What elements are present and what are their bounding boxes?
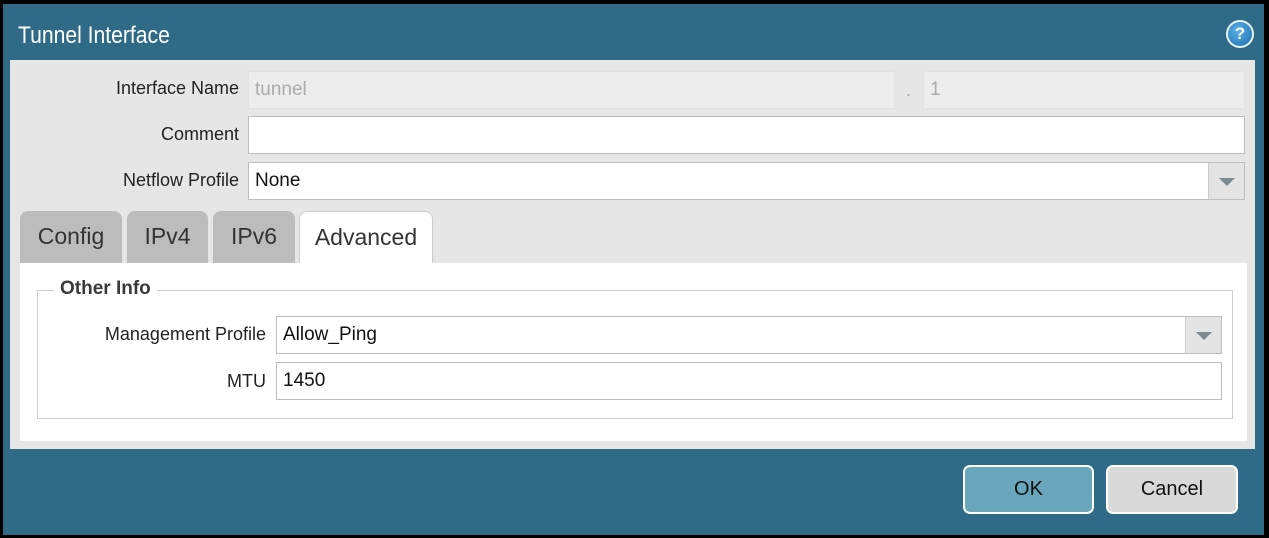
- management-profile-select[interactable]: Allow_Ping: [276, 316, 1222, 354]
- mtu-input[interactable]: 1450: [276, 362, 1222, 400]
- management-profile-label: Management Profile: [104, 324, 266, 344]
- tab-config[interactable]: Config: [20, 211, 122, 263]
- netflow-profile-label: Netflow Profile: [122, 170, 239, 190]
- dialog-body: Interface Name tunnel . 1 Comment Netflo…: [10, 60, 1255, 449]
- tab-ipv4[interactable]: IPv4: [127, 211, 208, 263]
- interface-name-label: Interface Name: [115, 78, 239, 98]
- interface-suffix-input[interactable]: 1: [923, 71, 1245, 109]
- interface-separator: .: [906, 80, 912, 100]
- comment-input[interactable]: [248, 116, 1245, 154]
- other-info-group: Management Profile Allow_Ping MTU 1450: [37, 290, 1233, 419]
- chevron-down-icon[interactable]: [1208, 163, 1244, 199]
- comment-label: Comment: [160, 124, 239, 144]
- help-icon[interactable]: ?: [1226, 20, 1254, 48]
- tab-advanced[interactable]: Advanced: [299, 211, 433, 264]
- other-info-title: Other Info: [54, 278, 157, 300]
- tab-ipv6[interactable]: IPv6: [213, 211, 295, 263]
- dialog-title: Tunnel Interface: [18, 22, 170, 49]
- cancel-button[interactable]: Cancel: [1106, 465, 1238, 514]
- netflow-profile-value: None: [255, 170, 301, 191]
- tunnel-interface-dialog: Tunnel Interface ? Interface Name tunnel…: [3, 4, 1264, 535]
- mtu-label: MTU: [227, 371, 266, 391]
- ok-button[interactable]: OK: [963, 465, 1094, 514]
- management-profile-value: Allow_Ping: [283, 324, 377, 345]
- netflow-profile-select[interactable]: None: [248, 162, 1245, 200]
- interface-name-input[interactable]: tunnel: [248, 71, 895, 109]
- advanced-panel: Management Profile Allow_Ping MTU 1450 O…: [20, 263, 1247, 441]
- chevron-down-icon[interactable]: [1185, 317, 1221, 353]
